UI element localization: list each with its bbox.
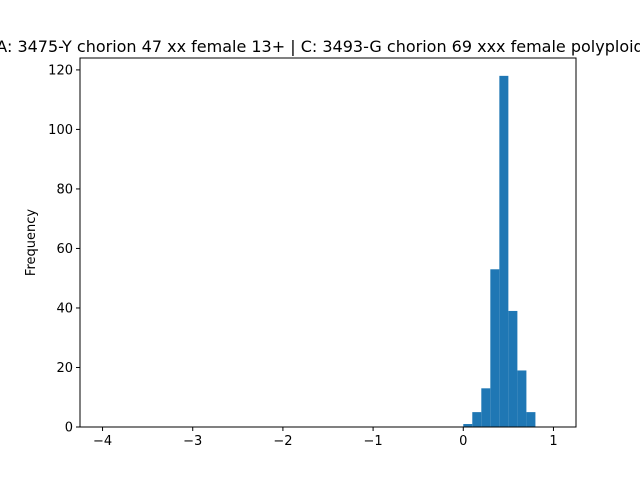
histogram-bars <box>463 75 536 428</box>
plot-frame <box>79 57 577 428</box>
y-tick-label: 0 <box>65 421 73 436</box>
histogram-bar <box>481 388 491 427</box>
x-axis: −4 −3 −2 −1 0 1 <box>93 427 558 449</box>
y-tick-label: 60 <box>56 242 73 257</box>
histogram-bar <box>463 424 473 427</box>
histogram-bar <box>508 310 518 427</box>
x-tick-label: −1 <box>364 434 383 449</box>
histogram-bar <box>490 269 500 427</box>
y-tick-label: 80 <box>56 182 73 197</box>
chart-title: A: 3475-Y chorion 47 xx female 13+ | C: … <box>0 37 640 56</box>
y-axis: 0 20 40 60 80 100 120 <box>48 63 80 436</box>
x-tick-label: −2 <box>273 434 292 449</box>
histogram-bar <box>472 412 482 427</box>
y-tick-label: 40 <box>56 301 73 316</box>
y-tick-label: 120 <box>48 63 73 78</box>
histogram-bar <box>517 370 527 427</box>
x-tick-label: 1 <box>549 434 557 449</box>
x-tick-label: −4 <box>93 434 112 449</box>
y-tick-label: 20 <box>56 361 73 376</box>
y-tick-label: 100 <box>48 123 73 138</box>
y-axis-label: Frequency <box>24 209 39 276</box>
x-tick-label: −3 <box>183 434 202 449</box>
x-tick-label: 0 <box>459 434 467 449</box>
histogram-bar <box>499 75 509 428</box>
histogram-bar <box>526 412 536 427</box>
